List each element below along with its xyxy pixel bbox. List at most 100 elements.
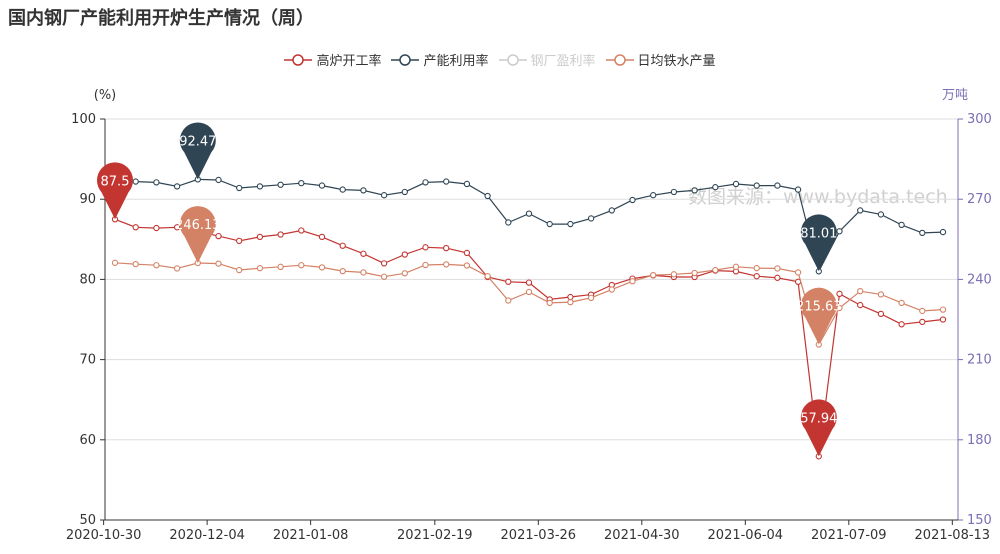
data-point [939,306,947,313]
marker-pin-shape [800,399,837,457]
data-point [712,184,719,191]
data-point [463,249,471,257]
data-point [670,188,678,196]
data-point [546,299,553,307]
data-point [939,228,947,236]
data-point [401,270,408,277]
marker-label: 215.63 [796,300,842,315]
data-point [153,262,160,269]
data-point [877,211,885,218]
data-point [173,224,181,231]
data-point [318,233,326,241]
data-point [256,183,264,190]
data-point [567,293,574,301]
data-point [484,273,491,280]
data-point [836,228,843,235]
legend-label: 产能利用率 [423,54,489,69]
x-tick-label: 2020-10-30 [66,528,142,543]
data-point [339,267,346,275]
legend-label: 日均铁水产量 [637,54,716,69]
y-right-tick-label: 240 [967,272,992,287]
data-point [732,263,740,270]
data-point [277,181,284,188]
data-point [857,301,864,309]
marker-pin-shape [800,287,837,345]
data-point [339,186,346,193]
data-point [132,224,139,231]
y-left-tick-label: 70 [79,353,96,368]
y-left-axis-title: (%) [94,88,117,103]
data-point [525,210,533,217]
y-left-tick-label: 50 [79,513,96,528]
data-point [463,180,471,188]
data-point [505,297,512,304]
marker-label: 87.5 [101,174,130,189]
data-point [939,316,947,323]
series-lines [111,176,947,460]
data-point [443,178,450,185]
data-point [629,196,636,204]
data-point [587,215,595,222]
data-point [215,176,222,184]
data-point [794,269,802,276]
data-point [277,231,284,238]
data-point [422,261,429,269]
data-point [236,237,243,245]
data-point [525,288,533,296]
data-point [132,178,139,185]
chart-legend: 高炉开工率 产能利用率 钢厂盈利率 日均铁水产量 [0,50,1000,71]
data-point [877,291,885,298]
data-point [443,244,450,252]
data-point [691,187,698,194]
data-point [215,260,222,267]
data-point [691,269,698,277]
data-point [298,262,305,269]
watermark: 数图来源：www.bydata.tech [688,186,948,208]
legend-label: 钢厂盈利率 [530,54,596,69]
data-point [712,266,719,274]
data-point [836,304,843,312]
data-point [525,279,533,286]
data-point [505,219,512,226]
data-point [132,261,139,268]
data-point [753,265,760,272]
legend-item-3[interactable]: 日均铁水产量 [605,50,716,69]
legend-item-0[interactable]: 高炉开工率 [284,50,381,69]
data-point [298,180,305,187]
y-left-tick-label: 100 [71,112,96,127]
x-tick-label: 2021-06-04 [708,528,784,543]
marker-label: 92.47 [179,134,216,149]
legend-item-1[interactable]: 产能利用率 [391,50,489,69]
data-point [774,265,781,272]
marker-pin-shape [179,122,216,180]
legend-item-2[interactable]: 钢厂盈利率 [498,50,596,69]
legend-label: 高炉开工率 [316,54,382,69]
data-point [236,184,243,192]
data-point [919,229,926,237]
data-point [443,261,450,268]
data-point [318,182,326,189]
data-point [380,260,388,267]
y-right-tick-label: 270 [967,192,992,207]
data-point [753,182,760,189]
x-tick-label: 2021-04-30 [604,528,680,543]
data-point [857,288,864,295]
y-right-tick-label: 210 [967,353,992,368]
data-point [360,250,367,257]
data-point [215,232,222,240]
data-point [318,264,326,271]
marker-pin-shape [179,206,216,264]
marker-pin: 57.94 [800,399,837,457]
data-point [919,307,926,315]
data-point [546,220,553,228]
x-tick-label: 2021-02-19 [397,528,473,543]
data-point [650,192,657,199]
x-tick-label: 2021-01-08 [273,528,349,543]
data-point [153,224,160,232]
data-point [587,294,595,301]
data-point [670,271,678,278]
y-left-tick-label: 80 [79,272,96,287]
data-point [898,321,905,328]
data-point [360,187,367,194]
